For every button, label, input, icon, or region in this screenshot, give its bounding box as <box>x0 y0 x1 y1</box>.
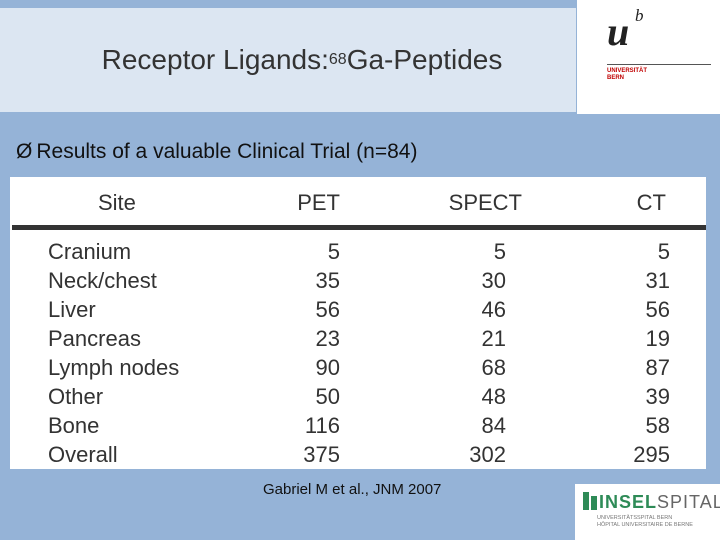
cell-pet: 90 <box>315 355 340 380</box>
unibe-logo-text: UNIVERSITÄT BERN <box>607 68 647 82</box>
cell-pet: 56 <box>315 297 340 322</box>
unibe-logo-line1: UNIVERSITÄT <box>607 68 648 74</box>
cell-ct: 295 <box>633 442 670 467</box>
inselspital-subtitle: UNIVERSITÄTSSPITAL BERN HÔPITAL UNIVERSI… <box>597 515 693 529</box>
cell-ct: 56 <box>645 297 670 322</box>
title-prefix: Receptor Ligands: <box>101 44 329 75</box>
results-table: Site PET SPECT CT Cranium 5 5 5 Neck/chest 35… <box>10 177 706 469</box>
unibe-logo-b: b <box>635 6 644 25</box>
cell-pet: 116 <box>304 413 340 438</box>
unibe-logo-line2: BERN <box>607 75 625 81</box>
insel-sub2: HÔPITAL UNIVERSITAIRE DE BERNE <box>597 522 693 528</box>
header-pet: PET <box>297 190 340 215</box>
inselspital-logo: INSELSPITAL UNIVERSITÄTSSPITAL BERN HÔPI… <box>575 484 720 540</box>
cell-spect: 46 <box>481 297 506 322</box>
cell-pet: 50 <box>315 384 340 409</box>
cell-site: Cranium <box>48 239 132 264</box>
cell-spect: 84 <box>481 413 506 438</box>
cell-site: Liver <box>48 297 96 322</box>
unibe-logo-u: u <box>607 9 630 54</box>
title-band: Receptor Ligands: 68 Ga-Peptides <box>0 8 576 112</box>
cell-pet: 23 <box>315 326 340 351</box>
cell-ct: 31 <box>645 268 670 293</box>
cell-site: Lymph nodes <box>48 355 180 380</box>
university-bern-logo: u b UNIVERSITÄT BERN <box>577 0 720 114</box>
cell-spect: 48 <box>481 384 506 409</box>
unibe-logo-rule <box>607 64 711 65</box>
arrow-bullet-icon: Ø <box>16 140 33 163</box>
header-rule <box>12 225 706 230</box>
cell-ct: 58 <box>645 413 670 438</box>
citation: Gabriel M et al., JNM 2007 <box>263 481 442 498</box>
slide-title: Receptor Ligands: 68 Ga-Peptides <box>0 8 604 112</box>
insel-word-b: SPITAL <box>657 492 720 512</box>
cell-spect: 68 <box>481 355 506 380</box>
cell-ct: 39 <box>645 384 670 409</box>
cell-site: Other <box>48 384 104 409</box>
cell-pet: 35 <box>315 268 340 293</box>
cell-pet: 5 <box>327 239 340 264</box>
title-superscript: 68 <box>328 51 347 68</box>
insel-sub1: UNIVERSITÄTSSPITAL BERN <box>597 515 673 521</box>
cell-pet: 375 <box>303 442 340 467</box>
header-site: Site <box>98 190 136 215</box>
cell-spect: 302 <box>469 442 506 467</box>
title-suffix: Ga-Peptides <box>346 44 503 75</box>
insel-word-a: INSEL <box>599 492 658 512</box>
cell-ct: 5 <box>657 239 670 264</box>
inselspital-wordmark: INSELSPITAL <box>599 492 720 512</box>
cell-ct: 87 <box>645 355 670 380</box>
bullet-text: Results of a valuable Clinical Trial (n=… <box>36 140 418 163</box>
cell-site: Neck/chest <box>48 268 157 293</box>
inselspital-mark-icon <box>583 492 597 510</box>
header-spect: SPECT <box>448 190 522 215</box>
cell-spect: 30 <box>481 268 506 293</box>
cell-spect: 21 <box>481 326 506 351</box>
cell-site: Overall <box>48 442 118 467</box>
cell-ct: 19 <box>645 326 670 351</box>
header-ct: CT <box>636 190 666 215</box>
cell-site: Bone <box>48 413 100 438</box>
bullet-point: Ø Results of a valuable Clinical Trial (n… <box>16 140 417 164</box>
cell-site: Pancreas <box>48 326 141 351</box>
cell-spect: 5 <box>493 239 506 264</box>
